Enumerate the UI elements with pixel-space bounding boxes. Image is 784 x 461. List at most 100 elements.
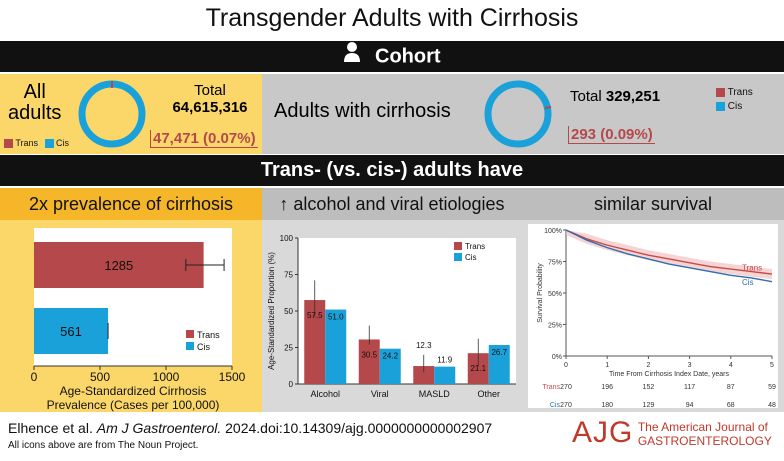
- cirrhosis-donut: [484, 80, 552, 148]
- bar-cis-other: [488, 345, 510, 384]
- y-tick-label: 75: [284, 271, 293, 280]
- y-axis-label: Survival Probability: [537, 263, 544, 323]
- at-risk-value: 270: [560, 402, 572, 408]
- trans-confidence-band: [566, 230, 772, 280]
- legend-trans-label: Trans: [197, 330, 220, 340]
- bar-label: 24.2: [382, 352, 398, 361]
- x-tick-label: 3: [688, 362, 692, 369]
- bar-trans-other: [467, 353, 489, 384]
- legend-cis-label: Cis: [465, 253, 477, 262]
- all-adults-trans-value: 47,471 (0.07%): [150, 130, 258, 148]
- legend-cis-swatch: [186, 342, 194, 350]
- prevalence-panel: 2x prevalence of cirrhosis 1285 561 0 500 10…: [0, 188, 262, 412]
- at-risk-value: 152: [643, 384, 655, 391]
- logo-line1: The American Journal of: [637, 420, 768, 434]
- x-axis-label: Age-Standardized Cirrhosis: [60, 384, 207, 398]
- cirrhosis-label: Adults with cirrhosis: [274, 100, 451, 122]
- all-adults-donut: [78, 80, 146, 148]
- total-value: 329,251: [605, 88, 661, 105]
- legend-cis-label: Cis: [197, 342, 210, 352]
- all-adults-panel: All adults Trans Cis Total 64,615,316 47…: [0, 74, 262, 154]
- bar-label: 561: [60, 324, 82, 339]
- at-risk-value: 270: [560, 384, 572, 391]
- x-tick-label: 1500: [219, 370, 246, 384]
- cirrhosis-panel: Adults with cirrhosis Total 329,251 293 …: [262, 74, 784, 154]
- y-tick-label: 25%: [548, 323, 562, 330]
- journal-logo: AJG The American Journal of GASTROENTERO…: [572, 416, 772, 450]
- legend-cis-swatch: [44, 139, 54, 149]
- x-tick-label: Viral: [371, 389, 389, 399]
- legend-trans-swatch: [454, 242, 462, 250]
- legend-trans-label: Trans: [15, 138, 39, 148]
- bar-cis: [34, 308, 109, 354]
- bar-label: 11.9: [437, 356, 453, 365]
- legend-trans-label: Trans: [465, 242, 485, 251]
- bar-label: 26.7: [491, 348, 507, 357]
- bar-label: 21.1: [470, 364, 486, 373]
- y-tick-label: 100%: [544, 228, 562, 235]
- legend-cis-swatch: [716, 101, 725, 111]
- legend-trans-swatch: [4, 139, 13, 149]
- y-tick-label: 75%: [548, 260, 562, 267]
- logo-letters: AJG: [572, 416, 634, 449]
- survival-chart: 0% 25% 50% 75% 100% 0 1 2 3 4 5 Time From Cirrhosis…: [528, 224, 778, 408]
- legend-trans-swatch: [716, 87, 725, 97]
- x-tick-label: 0: [564, 362, 568, 369]
- at-risk-label-cis: Cis: [550, 402, 561, 408]
- person-icon: [343, 41, 361, 73]
- x-tick-label: MASLD: [419, 389, 451, 399]
- survival-panel: similar survival 0% 25% 50% 75% 100% 0 1 2 3 4 5 Ti…: [522, 188, 784, 412]
- legend-cis-label: Cis: [727, 101, 743, 112]
- survival-line-cis: [565, 229, 773, 283]
- prevalence-heading: 2x prevalence of cirrhosis: [0, 188, 262, 220]
- at-risk-value: 117: [684, 384, 695, 391]
- bar-trans-masld: [413, 366, 435, 384]
- findings-bar: Trans- (vs. cis-) adults have: [0, 155, 784, 186]
- etiology-panel: ↑ alcohol and viral etiologies 0 25 50 75 10…: [262, 188, 522, 412]
- x-tick-label: 4: [729, 362, 733, 369]
- x-axis-label: Time From Cirrhosis Index Date, years: [609, 371, 729, 378]
- legend-trans-swatch: [186, 330, 194, 338]
- at-risk-value: 48: [768, 402, 776, 408]
- at-risk-value: 129: [643, 402, 655, 408]
- all-adults-label-line1: All: [23, 81, 46, 103]
- bar-label: 12.3: [416, 341, 432, 350]
- x-tick-label: 1000: [153, 370, 180, 384]
- legend-trans-label: Trans: [742, 263, 762, 272]
- survival-heading: similar survival: [522, 188, 784, 220]
- citation-doi: 2024.doi:10.14309/ajg.0000000000002907: [225, 420, 493, 436]
- at-risk-value: 59: [768, 384, 776, 391]
- bar-label: 51.0: [328, 313, 344, 322]
- x-tick-label: 1: [605, 362, 609, 369]
- y-tick-label: 50%: [548, 291, 562, 298]
- all-adults-label-line2: adults: [8, 102, 62, 124]
- prevalence-chart: 1285 561 0 500 1000 1500 Age-Standardized Cirr…: [31, 228, 246, 412]
- bar-label: 57.5: [307, 311, 323, 320]
- at-risk-value: 87: [727, 384, 735, 391]
- cirrhosis-legend: Trans Cis: [716, 86, 753, 114]
- etiology-chart: 0 25 50 75 100 Age-Standardized Proportion (%…: [267, 234, 516, 399]
- page-title: Transgender Adults with Cirrhosis: [205, 4, 579, 32]
- x-tick-label: 500: [90, 370, 110, 384]
- cirrhosis-total: Total 329,251: [570, 88, 660, 105]
- total-label: Total: [570, 88, 602, 105]
- bar-cis-viral: [379, 348, 401, 384]
- legend-cis-label: Cis: [56, 138, 70, 148]
- donut-trans-slice: [544, 106, 552, 109]
- bar-label: 1285: [104, 258, 133, 273]
- legend-trans-label: Trans: [727, 87, 753, 98]
- x-tick-label: Other: [477, 389, 500, 399]
- y-tick-label: 25: [284, 344, 293, 353]
- etiology-heading: ↑ alcohol and viral etiologies: [262, 188, 522, 220]
- citation-journal: Am J Gastroenterol.: [96, 420, 222, 436]
- legend-cis-swatch: [454, 253, 462, 261]
- citation-authors: Elhence et al.: [8, 420, 93, 436]
- x-tick-label: Alcohol: [310, 389, 340, 399]
- at-risk-value: 196: [601, 384, 613, 391]
- y-tick-label: 100: [280, 234, 294, 243]
- all-adults-label: All adults: [8, 82, 61, 124]
- y-tick-label: 0: [289, 380, 294, 389]
- bar-cis-alcohol: [325, 309, 347, 384]
- cirrhosis-trans-value: 293 (0.09%): [568, 126, 655, 144]
- cohort-label: Cohort: [375, 45, 441, 68]
